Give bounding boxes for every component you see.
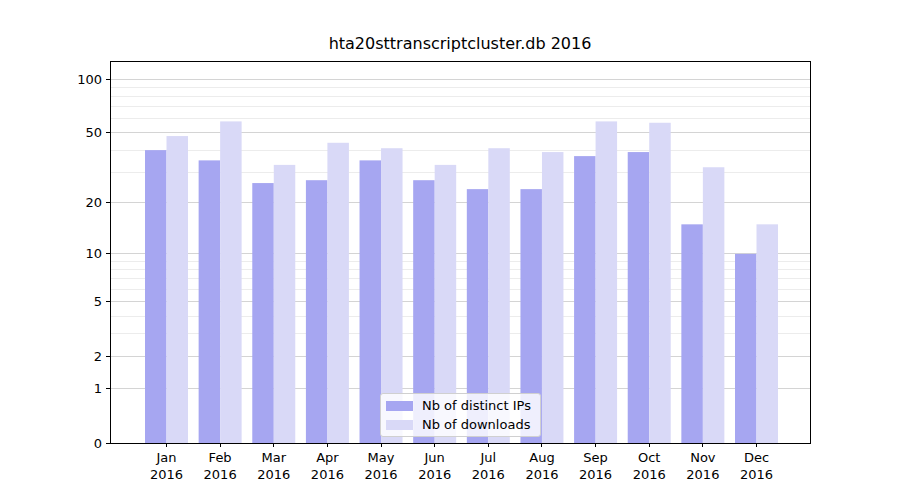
x-tick-label-month: Jul: [479, 450, 496, 465]
x-tick-label-month: Jan: [155, 450, 176, 465]
x-tick-label-month: May: [368, 450, 395, 465]
y-tick-label: 2: [94, 349, 102, 364]
bar-distinct-ips-feb: [199, 160, 221, 443]
legend-label-downloads: Nb of downloads: [422, 418, 530, 431]
x-tick-label-month: Mar: [262, 450, 287, 465]
x-tick-label-year: 2016: [311, 467, 344, 482]
x-tick-label-month: Aug: [529, 450, 554, 465]
x-tick-label-month: Sep: [583, 450, 608, 465]
y-tick-label: 10: [85, 246, 102, 261]
x-tick-label-month: Oct: [638, 450, 660, 465]
x-tick-label-year: 2016: [418, 467, 451, 482]
bar-downloads-jan: [167, 136, 189, 443]
legend-swatch-distinct-ips: [386, 401, 413, 411]
y-tick-label: 100: [77, 72, 102, 87]
bar-distinct-ips-may: [360, 160, 382, 443]
x-tick-label-year: 2016: [150, 467, 183, 482]
legend-swatch-downloads: [386, 420, 413, 430]
legend-label-distinct-ips: Nb of distinct IPs: [422, 399, 531, 412]
download-stats-figure: hta20sttranscriptcluster.db 2016 0125102…: [0, 0, 900, 500]
bar-downloads-feb: [220, 121, 242, 443]
x-tick-label-month: Feb: [209, 450, 232, 465]
bar-distinct-ips-sep: [574, 156, 596, 443]
x-tick-label-month: Dec: [744, 450, 769, 465]
x-tick-label-year: 2016: [740, 467, 773, 482]
x-tick-label-year: 2016: [579, 467, 612, 482]
bar-distinct-ips-mar: [252, 183, 274, 443]
bar-downloads-nov: [703, 167, 725, 443]
bar-downloads-mar: [274, 165, 296, 443]
bar-distinct-ips-apr: [306, 180, 328, 443]
x-tick-label-year: 2016: [364, 467, 397, 482]
legend-item-distinct-ips: Nb of distinct IPs: [386, 399, 531, 412]
bar-distinct-ips-jan: [145, 150, 167, 443]
x-tick-label-year: 2016: [204, 467, 237, 482]
y-tick-label: 20: [85, 195, 102, 210]
bar-distinct-ips-dec: [735, 254, 757, 443]
x-tick-label-month: Nov: [690, 450, 716, 465]
x-tick-label-month: Jun: [424, 450, 445, 465]
x-tick-label-year: 2016: [633, 467, 666, 482]
bar-downloads-apr: [327, 143, 349, 443]
bar-downloads-aug: [542, 152, 564, 443]
bar-downloads-oct: [649, 123, 671, 443]
legend-item-downloads: Nb of downloads: [386, 418, 531, 431]
x-tick-label-year: 2016: [472, 467, 505, 482]
bar-downloads-sep: [596, 121, 618, 443]
y-tick-label: 50: [85, 125, 102, 140]
y-tick-label: 1: [94, 381, 102, 396]
x-tick-label-year: 2016: [686, 467, 719, 482]
bar-distinct-ips-nov: [681, 224, 703, 443]
x-tick-label-year: 2016: [257, 467, 290, 482]
y-tick-label: 5: [94, 294, 102, 309]
y-tick-label: 0: [94, 436, 102, 451]
bar-downloads-dec: [756, 224, 778, 443]
legend: Nb of distinct IPs Nb of downloads: [380, 393, 541, 437]
x-tick-label-year: 2016: [525, 467, 558, 482]
x-tick-label-month: Apr: [316, 450, 339, 465]
bar-distinct-ips-oct: [628, 152, 650, 443]
